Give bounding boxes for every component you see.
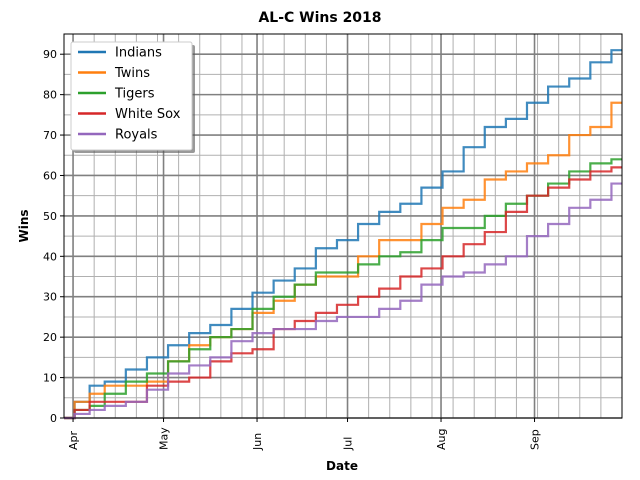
y-axis-label: Wins xyxy=(17,209,31,242)
x-tick-label: Jul xyxy=(342,437,355,451)
y-tick-label: 30 xyxy=(43,291,57,304)
x-tick-label: Aug xyxy=(435,429,448,450)
legend-label: Indians xyxy=(115,46,162,61)
legend-label: Tigers xyxy=(114,87,155,102)
series-line-indians xyxy=(64,49,622,420)
legend-label: Twins xyxy=(114,66,150,81)
x-tick-label: May xyxy=(158,427,171,450)
y-tick-label: 70 xyxy=(43,129,57,142)
y-tick-label: 50 xyxy=(43,210,57,223)
x-axis-label: Date xyxy=(326,459,358,473)
x-tick-label: Sep xyxy=(529,429,542,450)
y-tick-label: 0 xyxy=(50,412,57,425)
x-tick-label: Jun xyxy=(251,433,264,451)
y-tick-label: 90 xyxy=(43,48,57,61)
plot-frame xyxy=(63,33,623,419)
series-line-tigers xyxy=(64,158,622,420)
y-tick-label: 60 xyxy=(43,169,57,182)
series-line-royals xyxy=(64,182,622,420)
legend-box xyxy=(70,41,193,151)
series-line-white-sox xyxy=(64,166,622,420)
chart-title: AL-C Wins 2018 xyxy=(258,10,381,26)
y-tick-label: 10 xyxy=(43,372,57,385)
legend-label: Royals xyxy=(115,128,158,143)
y-tick-label: 40 xyxy=(43,250,57,263)
y-tick-label: 80 xyxy=(43,89,57,102)
y-tick-label: 20 xyxy=(43,331,57,344)
x-tick-label: Apr xyxy=(67,430,80,450)
legend-label: White Sox xyxy=(115,107,181,122)
